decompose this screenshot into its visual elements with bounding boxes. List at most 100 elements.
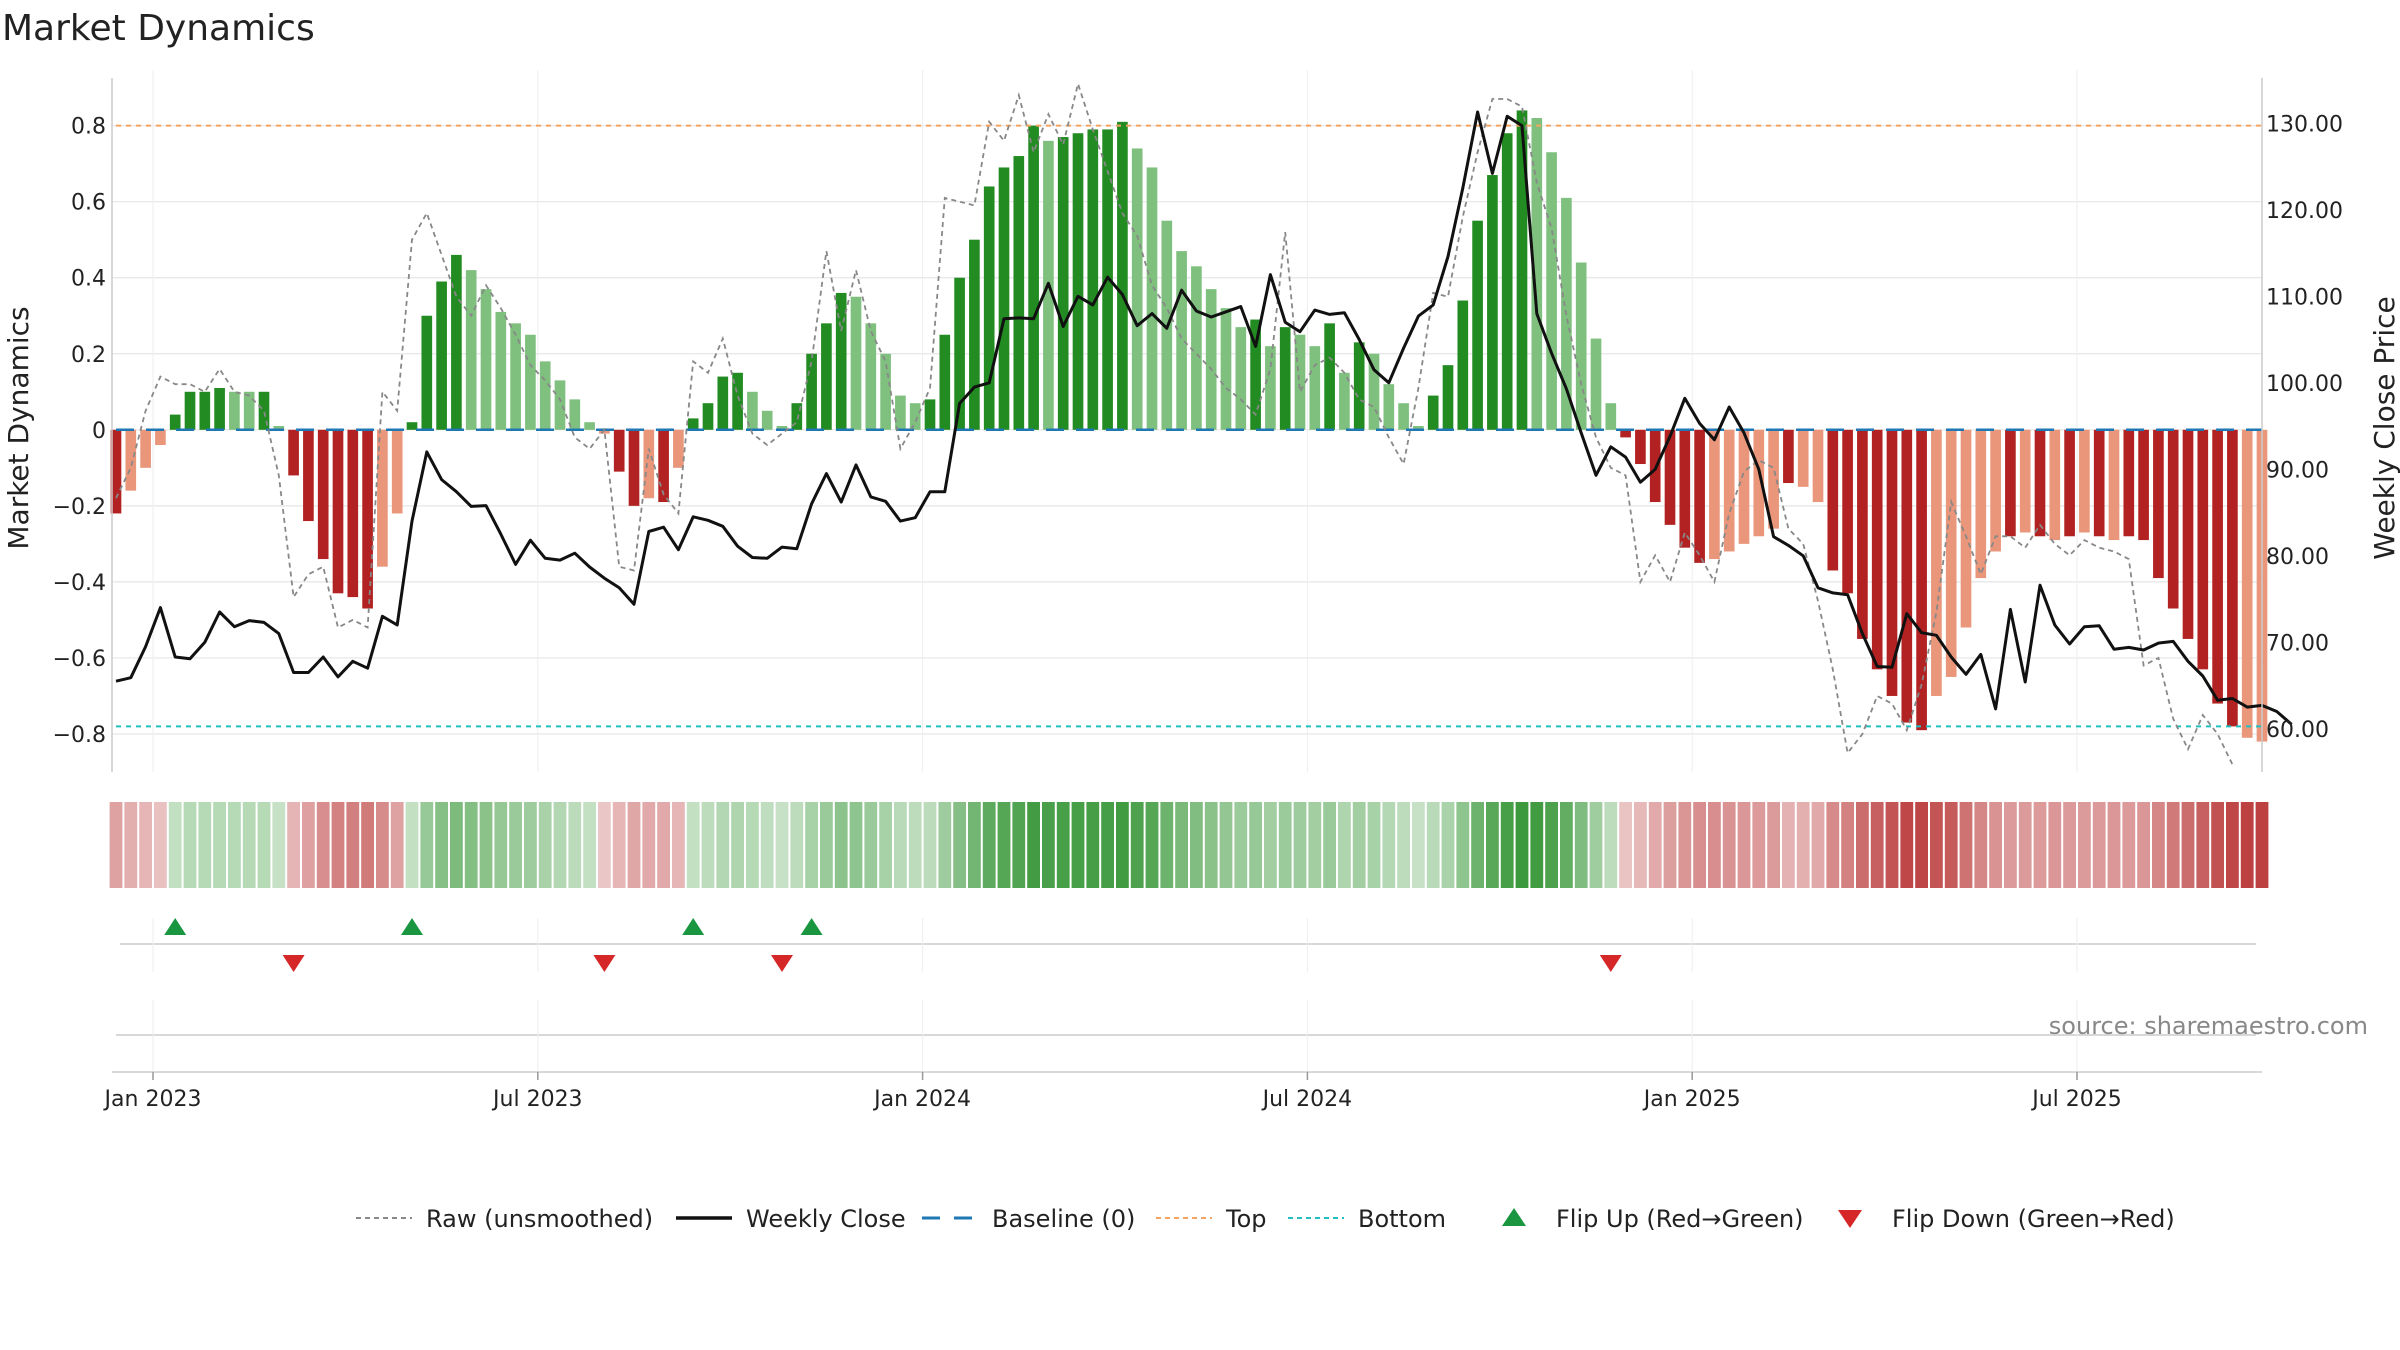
y-right-tick-label: 90.00 <box>2266 458 2329 483</box>
heat-strip-cell <box>1456 802 1470 888</box>
y-tick-label: −0.6 <box>53 647 106 672</box>
dynamics-bar <box>1057 137 1069 430</box>
legend-label: Top <box>1225 1205 1267 1233</box>
dynamics-bar <box>2241 429 2253 738</box>
heat-strip-cell <box>1826 802 1840 888</box>
dynamics-bar <box>1398 403 1409 430</box>
heat-strip-cell <box>1589 802 1603 888</box>
dynamics-bar <box>1383 384 1395 430</box>
heat-strip-cell <box>1856 802 1869 888</box>
flip-up-marker <box>164 918 187 935</box>
legend-swatch-flip-up <box>1502 1208 1526 1226</box>
heat-strip-cell <box>1870 802 1884 888</box>
lower-empty-panel <box>116 1000 2256 1072</box>
heat-strip-cell <box>598 802 611 888</box>
heat-strip-cell <box>1752 802 1766 888</box>
dynamics-bar <box>1487 175 1498 430</box>
legend-label: Flip Down (Green→Red) <box>1892 1205 2175 1233</box>
heat-strip-cell <box>168 802 182 888</box>
heat-strip-cell <box>1367 802 1381 888</box>
dynamics-bar <box>1871 429 1883 670</box>
flip-up-marker <box>800 918 823 935</box>
dynamics-bar <box>1768 429 1779 529</box>
heat-strip-cell <box>672 802 685 888</box>
dynamics-bar <box>1931 429 1942 696</box>
dynamics-bar <box>465 270 477 430</box>
legend-label: Weekly Close <box>746 1205 906 1233</box>
dynamics-bar <box>1250 319 1261 430</box>
heat-strip-cell <box>1515 802 1529 888</box>
dynamics-bar <box>1028 125 1039 430</box>
heat-strip-cell <box>1619 802 1632 888</box>
dynamics-bar <box>1368 353 1380 430</box>
heat-strip-cell <box>228 802 241 888</box>
heat-strip-cell <box>1352 802 1366 888</box>
heat-strip-cell <box>2152 802 2165 888</box>
heat-strip-cell <box>346 802 360 888</box>
heat-strip-cell <box>1101 802 1114 888</box>
heat-strip-cell <box>1412 802 1425 888</box>
heat-strip-cell <box>198 802 212 888</box>
dynamics-bar <box>1501 133 1513 430</box>
dynamics-bar <box>258 391 270 430</box>
heat-strip-cell <box>2063 802 2076 888</box>
heat-strip-cell <box>1471 802 1484 888</box>
x-tick-label: Jul 2024 <box>1261 1087 1353 1112</box>
heat-strip-cell <box>1782 802 1795 888</box>
y-tick-label: 0 <box>92 419 106 444</box>
dynamics-bar <box>1427 395 1439 430</box>
heat-strip-cell <box>731 802 744 888</box>
dynamics-bar <box>1442 365 1454 430</box>
heat-strip-cell <box>435 802 448 888</box>
heat-strip-cell <box>1234 802 1248 888</box>
dynamics-bar <box>1738 429 1750 544</box>
heat-strip-cell <box>1574 802 1588 888</box>
weekly-close-line <box>115 110 2293 726</box>
heat-strip-cell <box>1722 802 1736 888</box>
dynamics-bar <box>288 429 299 476</box>
dynamics-bar <box>1457 300 1469 430</box>
dynamics-bar <box>1679 429 1691 548</box>
heat-strip-cell <box>568 802 582 888</box>
heat-strip-cell <box>1308 802 1322 888</box>
dynamics-bar <box>554 380 566 430</box>
lines-layer <box>115 80 2293 765</box>
dynamics-bar <box>1472 220 1483 430</box>
heat-strip-cell <box>1604 802 1618 888</box>
heat-strip-cell <box>1486 802 1499 888</box>
y-tick-label: 0.6 <box>71 191 106 216</box>
heat-strip-cell <box>834 802 848 888</box>
dynamics-bar <box>391 429 403 514</box>
dynamics-bar <box>1664 429 1676 525</box>
heat-strip-cell <box>1693 802 1706 888</box>
dynamics-bar <box>1220 308 1232 430</box>
heat-strip-cell <box>139 802 152 888</box>
source-credit: source: sharemaestro.com <box>2049 1012 2368 1040</box>
y-tick-label: 0.4 <box>71 267 106 292</box>
dynamics-bar <box>1916 429 1927 731</box>
dynamics-bar <box>909 403 921 430</box>
dynamics-bar <box>184 391 196 430</box>
heat-strip-cell <box>1382 802 1396 888</box>
dynamics-bar <box>1339 372 1350 430</box>
dynamics-bar <box>1709 429 1720 560</box>
heat-strip-cell <box>968 802 981 888</box>
dynamics-bar <box>2034 429 2046 537</box>
heat-strip-cell <box>686 802 700 888</box>
heat-strip-cell <box>864 802 878 888</box>
x-tick-label: Jul 2023 <box>491 1087 583 1112</box>
heat-strip-cell <box>1989 802 2002 888</box>
dynamics-bar <box>702 403 714 430</box>
raw-series-line <box>115 80 2234 765</box>
heat-strip-cell <box>1426 802 1440 888</box>
heat-strip-cell <box>361 802 374 888</box>
heat-strip-cell <box>331 802 345 888</box>
dynamics-bar <box>1265 346 1276 430</box>
dynamics-bar <box>480 289 492 430</box>
heat-strip-cell <box>1767 802 1780 888</box>
heat-strip-cell <box>1441 802 1455 888</box>
flip-down-marker <box>593 955 616 972</box>
heat-strip-cell <box>2078 802 2091 888</box>
legend-item: Top <box>1156 1205 1267 1233</box>
